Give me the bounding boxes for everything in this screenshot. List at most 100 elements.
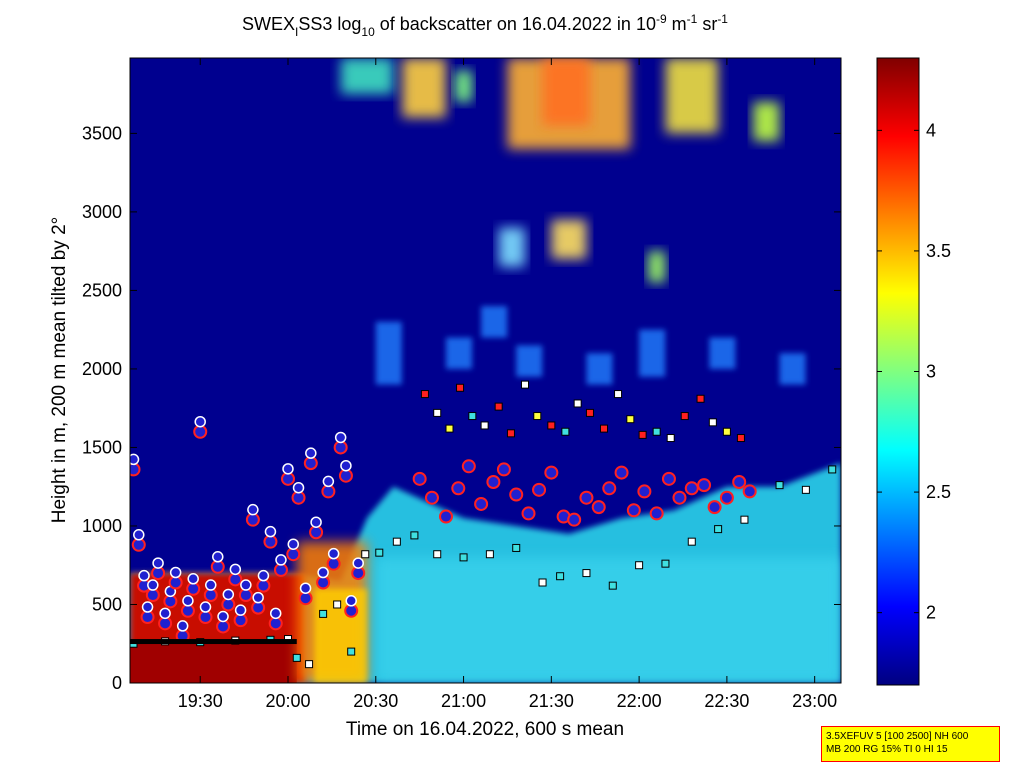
low-layer-marker [485, 550, 494, 559]
mid-level-wisp [639, 329, 666, 377]
cloud-base-marker [216, 619, 231, 634]
high-scatter-marker [420, 390, 429, 399]
high-cloud-plume [753, 101, 780, 142]
mid-level-wisp [375, 321, 402, 385]
cloud-layer-marker [672, 490, 687, 505]
colorbar-axis: 2 2.5 3 3.5 4 [877, 120, 951, 623]
high-scatter-marker [433, 408, 442, 417]
high-scatter-marker [468, 412, 477, 421]
cloud-base-marker [287, 538, 300, 550]
cloud-base-marker [240, 579, 252, 591]
cloud-layer-marker [496, 462, 511, 477]
cloud-layer-marker [521, 506, 536, 521]
low-layer-marker [319, 609, 328, 618]
cloud-layer-marker [732, 474, 747, 489]
aerosol-core [375, 557, 841, 683]
high-scatter-marker [547, 421, 556, 430]
cloud-base-marker [351, 566, 366, 581]
cloud-layer-marker [707, 500, 722, 515]
cloud-base-marker [199, 601, 212, 613]
low-layer-marker [828, 465, 837, 474]
cloud-base-marker [222, 588, 235, 601]
surface-layer-line [130, 639, 297, 645]
cloud-base-marker [159, 607, 171, 620]
cloud-base-marker [180, 603, 195, 618]
cloud-layer-marker [614, 465, 629, 480]
high-scatter-marker [736, 434, 745, 443]
cloud-layer-marker [567, 512, 582, 527]
cloud-base-marker [130, 462, 141, 477]
y-tick-label: 500 [92, 594, 122, 614]
mid-level-wisp [446, 337, 472, 369]
cloud-base-marker [327, 547, 340, 560]
high-scatter-marker [696, 394, 705, 403]
x-tick-label: 21:00 [441, 691, 486, 711]
cloud-base-marker [340, 459, 352, 472]
cloud-layer-marker [637, 484, 652, 499]
cloud-base-marker [169, 566, 182, 579]
colorbar-tick-label: 3 [926, 362, 936, 382]
high-scatter-marker [445, 424, 454, 433]
low-layer-marker [538, 578, 547, 587]
x-tick-label: 22:30 [704, 691, 749, 711]
y-tick-label: 2000 [82, 359, 122, 379]
high-scatter-marker [561, 427, 570, 436]
cloud-base-marker [247, 503, 259, 516]
cloud-base-marker [310, 516, 322, 528]
x-tick-label: 20:30 [353, 691, 398, 711]
cloud-base-marker [238, 588, 253, 603]
plot-area [130, 58, 841, 683]
cloud-base-marker [273, 562, 288, 577]
cloud-markers [130, 380, 837, 669]
cloud-base-marker [205, 579, 217, 591]
cloud-base-marker [140, 610, 155, 625]
cloud-base-marker [233, 613, 248, 628]
cloud-layer-marker [532, 482, 547, 497]
cloud-base-marker [269, 607, 282, 620]
cloud-base-marker [264, 525, 277, 538]
cloud-base-marker [322, 475, 335, 488]
cloud-base-marker [152, 557, 164, 569]
cloud-layer-marker [439, 509, 453, 524]
cloud-base-marker [151, 566, 166, 581]
cloud-layer-marker [544, 465, 559, 480]
cloud-base-marker [193, 424, 208, 439]
cloud-base-marker [298, 591, 313, 606]
x-tick-label: 19:30 [178, 691, 223, 711]
cloud-base-marker [309, 525, 324, 540]
cloud-layer-marker [602, 481, 617, 496]
low-layer-marker [459, 553, 468, 562]
cloud-layer-marker [474, 496, 489, 511]
high-scatter-marker [722, 427, 731, 436]
mid-level-wisp [709, 337, 736, 369]
boundary-layer-base [130, 643, 297, 683]
x-tick-label: 23:00 [792, 691, 837, 711]
info-line-2: MB 200 RG 15% TI 0 HI 15 [826, 744, 948, 755]
colorbar-tick-label: 3.5 [926, 241, 951, 261]
cloud-base-marker [212, 551, 224, 563]
y-tick-label: 1500 [82, 437, 122, 457]
cloud-layer-marker [424, 490, 439, 505]
cloud-base-marker [217, 610, 229, 623]
high-cloud-plume [551, 219, 587, 260]
high-scatter-marker [480, 421, 489, 430]
info-line-1: 3.5XEFUV 5 [100 2500] NH 600 [826, 731, 969, 742]
cloud-base-marker [326, 556, 341, 571]
low-layer-marker [433, 550, 442, 559]
high-cloud-plume [542, 58, 590, 126]
cloud-base-marker [229, 563, 242, 576]
mid-level-wisp [779, 353, 806, 385]
x-tick-label: 20:00 [265, 691, 310, 711]
high-cloud-plume [647, 251, 666, 283]
cloud-base-marker [256, 578, 271, 593]
cloud-base-marker [203, 588, 218, 603]
high-scatter-marker [652, 427, 661, 436]
cloud-base-marker [130, 453, 140, 466]
low-layer-marker [635, 561, 644, 570]
cloud-layer-marker [719, 490, 734, 505]
low-layer-marker [775, 481, 784, 490]
low-layer-marker [687, 537, 696, 546]
high-scatter-marker [666, 434, 675, 443]
mid-level-wisp [516, 345, 543, 377]
cloud-base-marker [352, 557, 364, 569]
